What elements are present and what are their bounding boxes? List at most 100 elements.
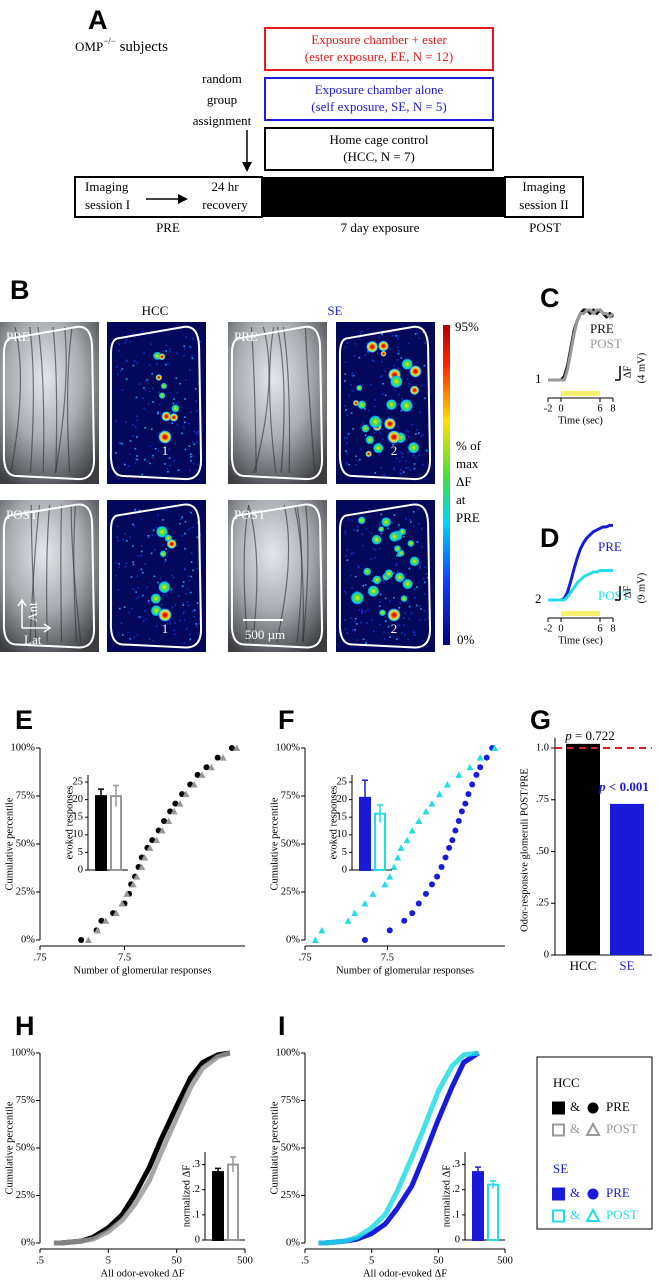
speck xyxy=(166,551,169,553)
speck xyxy=(124,532,126,535)
inset-tick-label: 0 xyxy=(78,864,83,875)
speck xyxy=(427,576,429,579)
point xyxy=(198,771,206,778)
speck xyxy=(381,375,383,377)
speck xyxy=(181,516,184,519)
point xyxy=(172,800,179,807)
inset-tick-label: .1 xyxy=(452,1209,460,1220)
y-tick-label: 75% xyxy=(16,790,36,801)
speck xyxy=(352,428,355,430)
speck xyxy=(404,633,406,636)
point xyxy=(477,764,484,771)
speck xyxy=(135,597,138,599)
speck xyxy=(404,573,407,576)
speck xyxy=(345,462,348,465)
vessel xyxy=(52,326,58,473)
colorbar-label: 0% xyxy=(457,632,475,647)
speck xyxy=(374,399,377,401)
speck xyxy=(190,411,192,414)
point xyxy=(381,880,389,888)
speck xyxy=(141,473,144,476)
speck xyxy=(379,376,382,378)
point xyxy=(170,807,178,815)
inset-tick-label: 10 xyxy=(337,829,348,840)
legend-circle xyxy=(587,1188,599,1200)
speck xyxy=(396,346,399,349)
speck xyxy=(364,610,367,613)
inset-bar xyxy=(95,795,107,871)
speck xyxy=(148,602,150,604)
glomerulus-label: 1 xyxy=(162,621,169,636)
speck xyxy=(117,373,119,376)
bulb-outline xyxy=(109,503,203,649)
point xyxy=(491,744,499,751)
x-axis-label: All odor-evoked ΔF xyxy=(363,1268,447,1279)
speck xyxy=(346,549,349,552)
speck xyxy=(356,529,359,532)
y-axis-label: Cumulative percentile xyxy=(269,1101,280,1194)
speck xyxy=(144,458,146,461)
glomerulus xyxy=(384,569,394,579)
point xyxy=(318,926,326,934)
point xyxy=(190,780,198,788)
inset-tick-label: .2 xyxy=(452,1184,460,1195)
legend-title: SE xyxy=(553,1161,568,1176)
speck xyxy=(142,620,145,623)
speck xyxy=(418,605,421,608)
speck xyxy=(350,412,353,414)
speck xyxy=(191,610,194,612)
glomerulus xyxy=(160,382,168,390)
point xyxy=(415,817,423,824)
legend-label: PRE xyxy=(606,1099,630,1114)
speck xyxy=(116,536,119,538)
speck xyxy=(354,343,356,345)
glomerulus xyxy=(380,516,392,528)
speck xyxy=(401,632,403,634)
speck xyxy=(362,638,365,641)
speck xyxy=(357,459,360,462)
speck xyxy=(148,364,151,366)
legend-joiner: & xyxy=(570,1121,580,1136)
speck xyxy=(195,400,197,402)
speck xyxy=(147,402,150,405)
glomerulus xyxy=(383,417,397,431)
group-text: Exposure chamber + ester xyxy=(311,32,447,47)
speck xyxy=(409,469,411,471)
speck xyxy=(183,426,185,429)
speck xyxy=(399,451,402,454)
speck xyxy=(184,520,187,523)
speck xyxy=(358,609,361,611)
speck xyxy=(390,521,393,524)
y-axis-label: Odor-responsive glomeruli POST/PRE xyxy=(519,768,530,932)
speck xyxy=(124,421,127,424)
speck xyxy=(359,458,361,461)
legend-square xyxy=(552,1123,565,1137)
colorbar-label: PRE xyxy=(456,510,480,525)
speck xyxy=(351,372,354,375)
speck xyxy=(133,525,136,527)
glomerulus xyxy=(361,424,370,433)
speck xyxy=(355,455,357,458)
speck xyxy=(125,360,127,363)
glomerulus xyxy=(365,435,375,445)
speck xyxy=(134,462,137,464)
speck xyxy=(147,535,150,537)
glomerulus xyxy=(409,364,422,378)
point xyxy=(233,744,241,751)
error-bar xyxy=(215,1167,221,1176)
speck xyxy=(157,581,159,584)
speck xyxy=(350,617,353,619)
speck xyxy=(405,429,408,432)
series-label: PRE xyxy=(598,539,622,554)
speck xyxy=(175,545,178,547)
speck xyxy=(155,527,158,529)
speck xyxy=(187,529,190,531)
glomerulus xyxy=(399,398,414,413)
glomerulus xyxy=(401,358,414,371)
y-tick-label: 0% xyxy=(21,1237,35,1248)
error-bar xyxy=(113,784,119,807)
speck xyxy=(344,530,347,533)
speck xyxy=(345,442,348,445)
speck xyxy=(196,409,198,412)
